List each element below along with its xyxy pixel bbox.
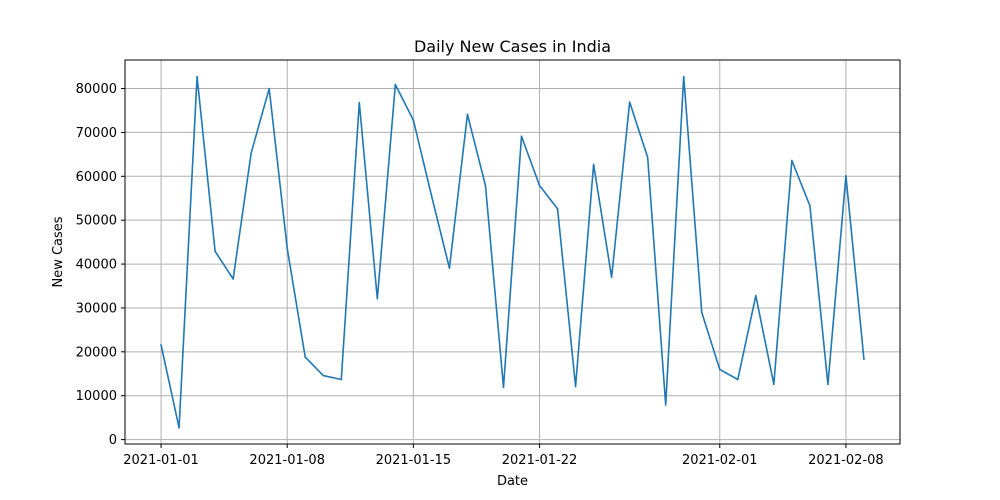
data-point bbox=[538, 184, 541, 187]
y-tick-label: 40000 bbox=[76, 258, 117, 273]
data-point bbox=[610, 276, 613, 279]
y-tick-label: 10000 bbox=[76, 389, 117, 404]
y-axis-label: New Cases bbox=[51, 216, 66, 287]
data-point bbox=[178, 426, 180, 429]
data-point bbox=[322, 374, 325, 377]
x-tick-label: 2021-01-15 bbox=[376, 453, 452, 468]
y-tick-label: 80000 bbox=[76, 82, 117, 97]
data-point bbox=[376, 297, 379, 300]
plot-frame bbox=[124, 59, 901, 445]
data-point bbox=[827, 383, 829, 386]
y-tick-label: 20000 bbox=[76, 345, 117, 360]
x-tick-label: 2021-02-08 bbox=[808, 453, 884, 468]
data-point bbox=[664, 404, 667, 406]
chart-title: Daily New Cases in India bbox=[414, 37, 611, 56]
data-point bbox=[340, 378, 343, 381]
data-point bbox=[863, 358, 865, 361]
data-point bbox=[232, 278, 234, 280]
data-point bbox=[520, 135, 523, 138]
x-axis-label: Date bbox=[497, 474, 528, 489]
data-point bbox=[196, 75, 198, 78]
data-point bbox=[430, 194, 433, 196]
data-point bbox=[592, 163, 595, 166]
x-tick-label: 2021-02-01 bbox=[682, 453, 758, 468]
data-point bbox=[755, 294, 757, 297]
data-point bbox=[304, 356, 307, 358]
data-point bbox=[250, 152, 252, 154]
y-tick-label: 70000 bbox=[76, 126, 117, 141]
x-tick-label: 2021-01-22 bbox=[502, 453, 578, 468]
y-tick-label: 0 bbox=[109, 433, 117, 448]
data-point bbox=[809, 204, 811, 207]
x-tick-label: 2021-01-01 bbox=[123, 453, 199, 468]
data-point bbox=[791, 159, 793, 162]
data-point bbox=[268, 87, 270, 90]
data-point bbox=[214, 250, 216, 253]
x-axis-ticks: 2021-01-01 2021-01-08 2021-01-15 2021-01-22… bbox=[123, 444, 884, 468]
y-axis-ticks: 0 10000 20000 30000 40000 50000 60000 70000 8000… bbox=[76, 82, 125, 448]
data-point bbox=[412, 119, 415, 121]
data-point bbox=[646, 156, 649, 159]
grid-layer bbox=[125, 60, 900, 444]
data-point bbox=[484, 184, 487, 187]
data-point bbox=[845, 175, 847, 177]
y-tick-label: 50000 bbox=[76, 214, 117, 229]
data-point bbox=[736, 378, 739, 381]
series-layer bbox=[160, 75, 865, 429]
data-point bbox=[466, 113, 469, 116]
series-line-0 bbox=[160, 75, 865, 429]
data-point bbox=[718, 368, 721, 371]
data-point bbox=[773, 383, 775, 386]
data-point bbox=[160, 344, 162, 346]
x-tick-label: 2021-01-08 bbox=[249, 453, 325, 468]
data-point bbox=[286, 247, 289, 250]
data-point bbox=[556, 207, 559, 210]
data-point bbox=[700, 311, 703, 314]
data-point bbox=[394, 83, 397, 86]
data-point bbox=[448, 267, 451, 269]
data-point bbox=[628, 101, 631, 103]
data-point bbox=[574, 385, 577, 388]
y-tick-label: 30000 bbox=[76, 301, 117, 316]
data-point bbox=[502, 386, 505, 389]
y-tick-label: 60000 bbox=[76, 170, 117, 185]
data-point bbox=[682, 75, 685, 78]
data-point bbox=[358, 101, 361, 104]
